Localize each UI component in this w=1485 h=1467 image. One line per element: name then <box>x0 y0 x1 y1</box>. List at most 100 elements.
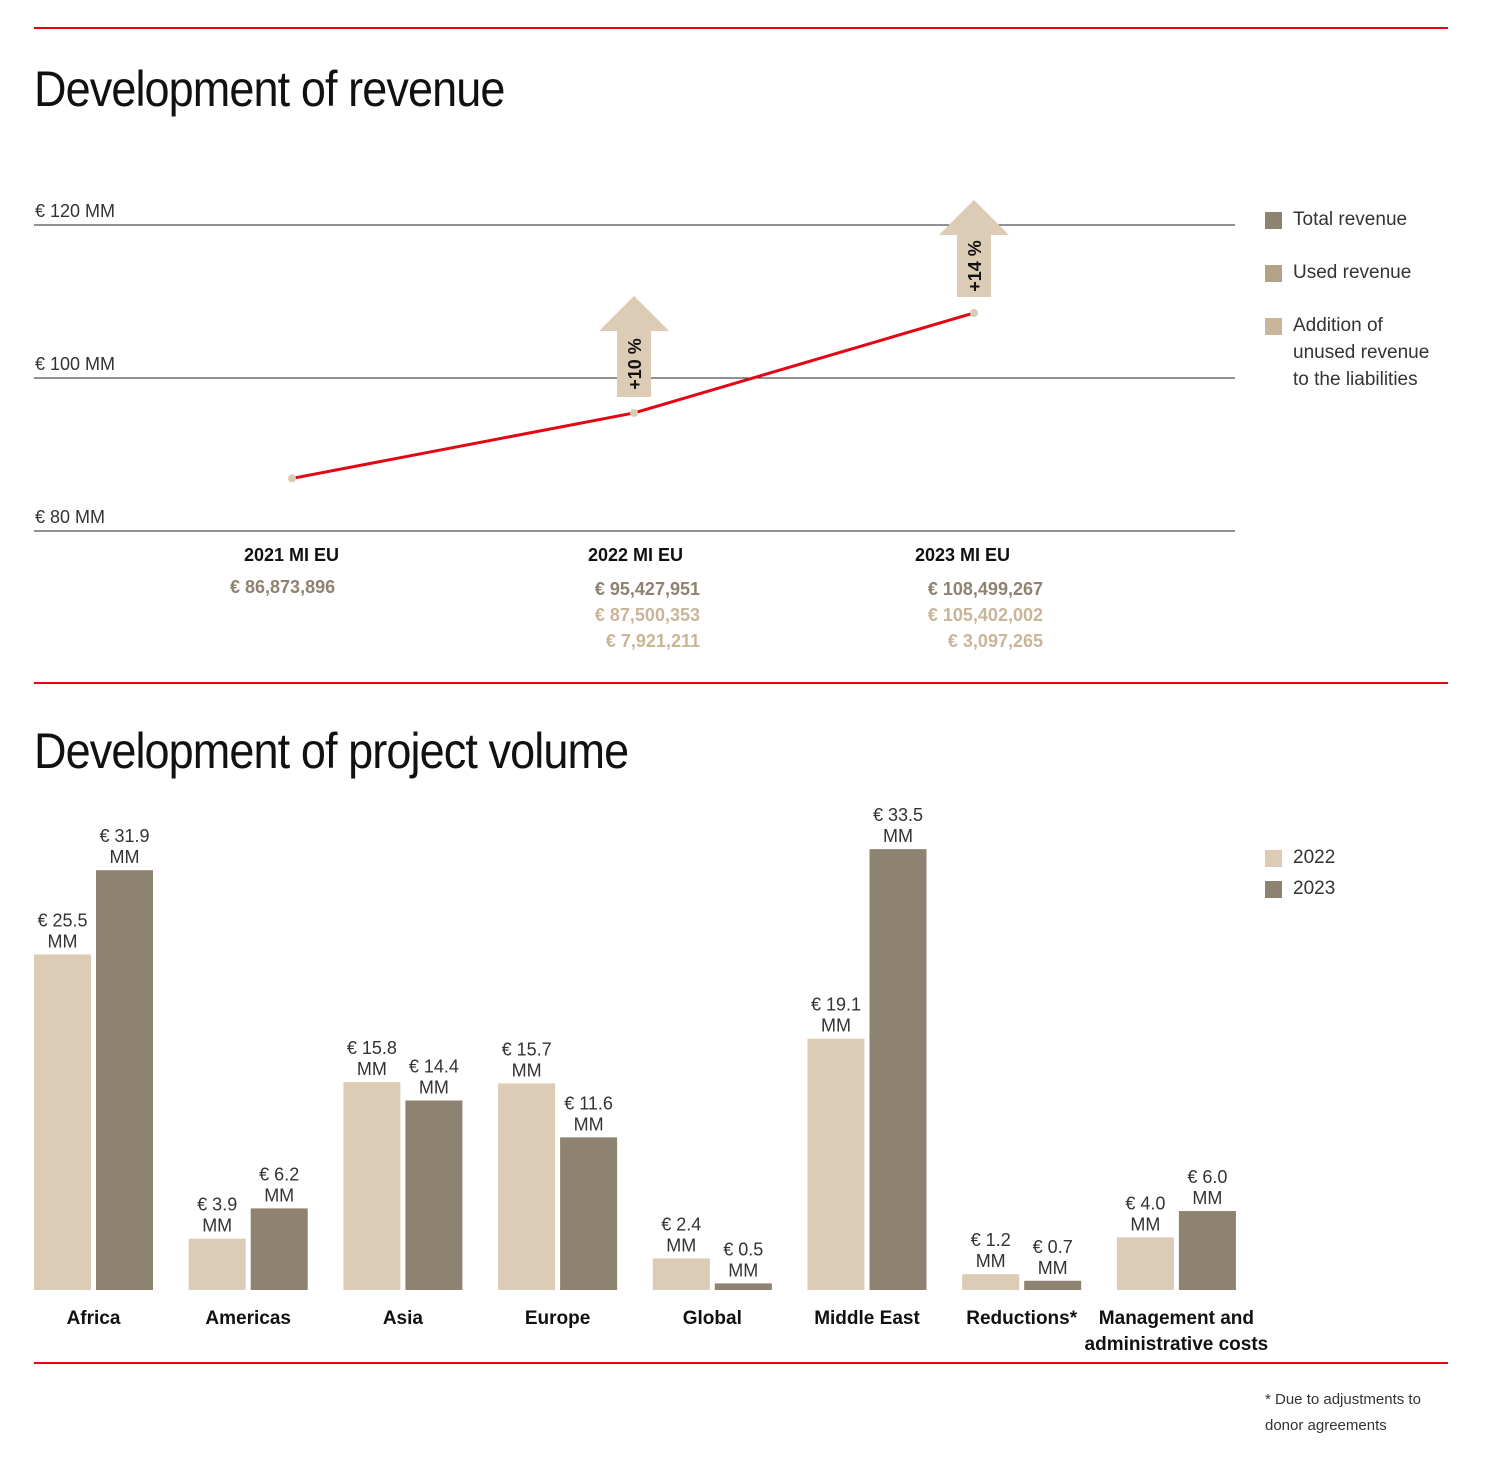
bar-value-label: € 31.9 <box>99 826 149 846</box>
data-point <box>970 308 978 317</box>
used-value: € 105,402,002 <box>927 605 1043 625</box>
bar-value-label: € 4.0 <box>1125 1193 1165 1213</box>
bar-value-unit: MM <box>976 1251 1006 1271</box>
bar-2022 <box>188 1238 246 1290</box>
legend-addition: Addition of unused revenue to the liabil… <box>1265 315 1443 393</box>
category-label: Americas <box>205 1308 291 1329</box>
bar-value-unit: MM <box>264 1185 294 1205</box>
year-2021: 2021 MI EU € 86,873,896 <box>230 542 360 600</box>
bar-value-label: € 2.4 <box>661 1214 701 1234</box>
addition-value: € 7,921,211 <box>605 631 700 651</box>
year-2022: 2022 MI EU € 95,427,951 € 87,500,353 € 7… <box>560 542 700 654</box>
growth-label: +10 % <box>625 338 645 390</box>
bar-value-label: € 11.6 <box>564 1093 613 1113</box>
legend-2023: 2023 <box>1265 878 1443 902</box>
legend-total: Total revenue <box>1265 209 1443 233</box>
bar-value-label: € 25.5 <box>37 910 87 930</box>
legend-label: Addition of unused revenue to the liabil… <box>1293 315 1430 390</box>
bar-value-unit: MM <box>1192 1188 1222 1208</box>
bar-2023 <box>96 870 153 1290</box>
bar-value-label: € 3.9 <box>197 1195 237 1215</box>
legend-label: Total revenue <box>1293 209 1408 230</box>
year-label: 2023 MI EU <box>915 545 1011 565</box>
bar-2023 <box>560 1137 618 1290</box>
y-tick-label: € 100 MM <box>35 354 115 374</box>
bar-2022 <box>1116 1237 1174 1290</box>
bar-value-unit: MM <box>419 1077 449 1097</box>
legend-swatch <box>1265 881 1282 898</box>
bar-value-unit: MM <box>666 1235 696 1255</box>
category-label: Asia <box>383 1308 424 1329</box>
bar-value-label: € 19.1 <box>811 995 861 1015</box>
bar-value-unit: MM <box>202 1216 232 1236</box>
legend-swatch <box>1265 212 1282 229</box>
bar-2022 <box>807 1038 865 1290</box>
year-label: 2022 MI EU <box>588 545 684 565</box>
year-label: 2021 MI EU <box>244 545 340 565</box>
bar-2022 <box>652 1258 710 1290</box>
category-label: Reductions* <box>966 1308 1077 1329</box>
category-label: administrative costs <box>1085 1334 1269 1355</box>
bar-value-label: € 0.7 <box>1033 1237 1073 1257</box>
growth-label: +14 % <box>965 240 985 292</box>
bar-2022 <box>34 954 91 1290</box>
category-label: Management and <box>1099 1308 1254 1329</box>
category-label: Europe <box>525 1308 590 1329</box>
footnote: * Due to adjustments to donor agreements <box>1265 1391 1421 1434</box>
legend-swatch <box>1265 318 1282 335</box>
bar-2022 <box>498 1083 556 1290</box>
legend-swatch <box>1265 850 1282 867</box>
growth-arrow <box>599 296 669 397</box>
bar-value-unit: MM <box>1130 1214 1160 1234</box>
category-label: Africa <box>67 1308 121 1329</box>
data-point <box>630 408 638 417</box>
bar-value-label: € 15.7 <box>502 1039 552 1059</box>
year-2023: 2023 MI EU € 108,499,267 € 105,402,002 €… <box>893 542 1043 654</box>
total-value: € 95,427,951 <box>594 579 700 599</box>
revenue-title: Development of revenue <box>34 61 505 117</box>
bar-2022 <box>343 1082 401 1290</box>
bar-value-label: € 0.5 <box>723 1239 763 1259</box>
volume-title: Development of project volume <box>34 723 629 779</box>
bar-2023 <box>1178 1211 1236 1290</box>
bar-2023 <box>405 1100 463 1290</box>
bar-2023 <box>1024 1280 1082 1290</box>
bar-value-unit: MM <box>110 847 140 867</box>
legend-swatch <box>1265 265 1282 282</box>
bar-value-unit: MM <box>883 826 913 846</box>
bar-value-unit: MM <box>821 1016 851 1036</box>
category-label: Global <box>683 1308 742 1329</box>
legend-used: Used revenue <box>1265 262 1443 286</box>
bar-value-unit: MM <box>357 1059 387 1079</box>
data-point <box>288 474 296 483</box>
bar-value-unit: MM <box>48 931 78 951</box>
bar-value-label: € 6.2 <box>259 1164 299 1184</box>
bar-2023 <box>714 1283 772 1290</box>
bar-value-unit: MM <box>574 1114 604 1134</box>
bar-2023 <box>869 849 927 1290</box>
bar-value-label: € 1.2 <box>971 1230 1011 1250</box>
addition-value: € 3,097,265 <box>947 631 1043 651</box>
legend-label: 2022 <box>1293 847 1336 868</box>
used-value: € 87,500,353 <box>594 605 700 625</box>
growth-arrow <box>939 200 1009 297</box>
bar-value-label: € 15.8 <box>347 1038 397 1058</box>
legend-2022: 2022 <box>1265 847 1443 871</box>
total-value: € 108,499,267 <box>927 579 1043 599</box>
y-tick-label: € 120 MM <box>35 201 115 221</box>
bar-value-unit: MM <box>1038 1258 1068 1278</box>
bar-value-label: € 6.0 <box>1187 1167 1227 1187</box>
bar-2023 <box>250 1208 308 1290</box>
legend-label: Used revenue <box>1293 262 1412 283</box>
y-tick-label: € 80 MM <box>35 507 105 527</box>
bar-value-unit: MM <box>728 1260 758 1280</box>
category-label: Middle East <box>814 1308 920 1329</box>
bar-value-label: € 33.5 <box>873 805 923 825</box>
bar-value-label: € 14.4 <box>409 1056 459 1076</box>
volume-legend: 2022 2023 <box>1265 847 1443 932</box>
legend-label: 2023 <box>1293 878 1336 899</box>
revenue-legend: Total revenue Used revenue Addition of u… <box>1265 209 1443 423</box>
bar-value-unit: MM <box>512 1060 542 1080</box>
